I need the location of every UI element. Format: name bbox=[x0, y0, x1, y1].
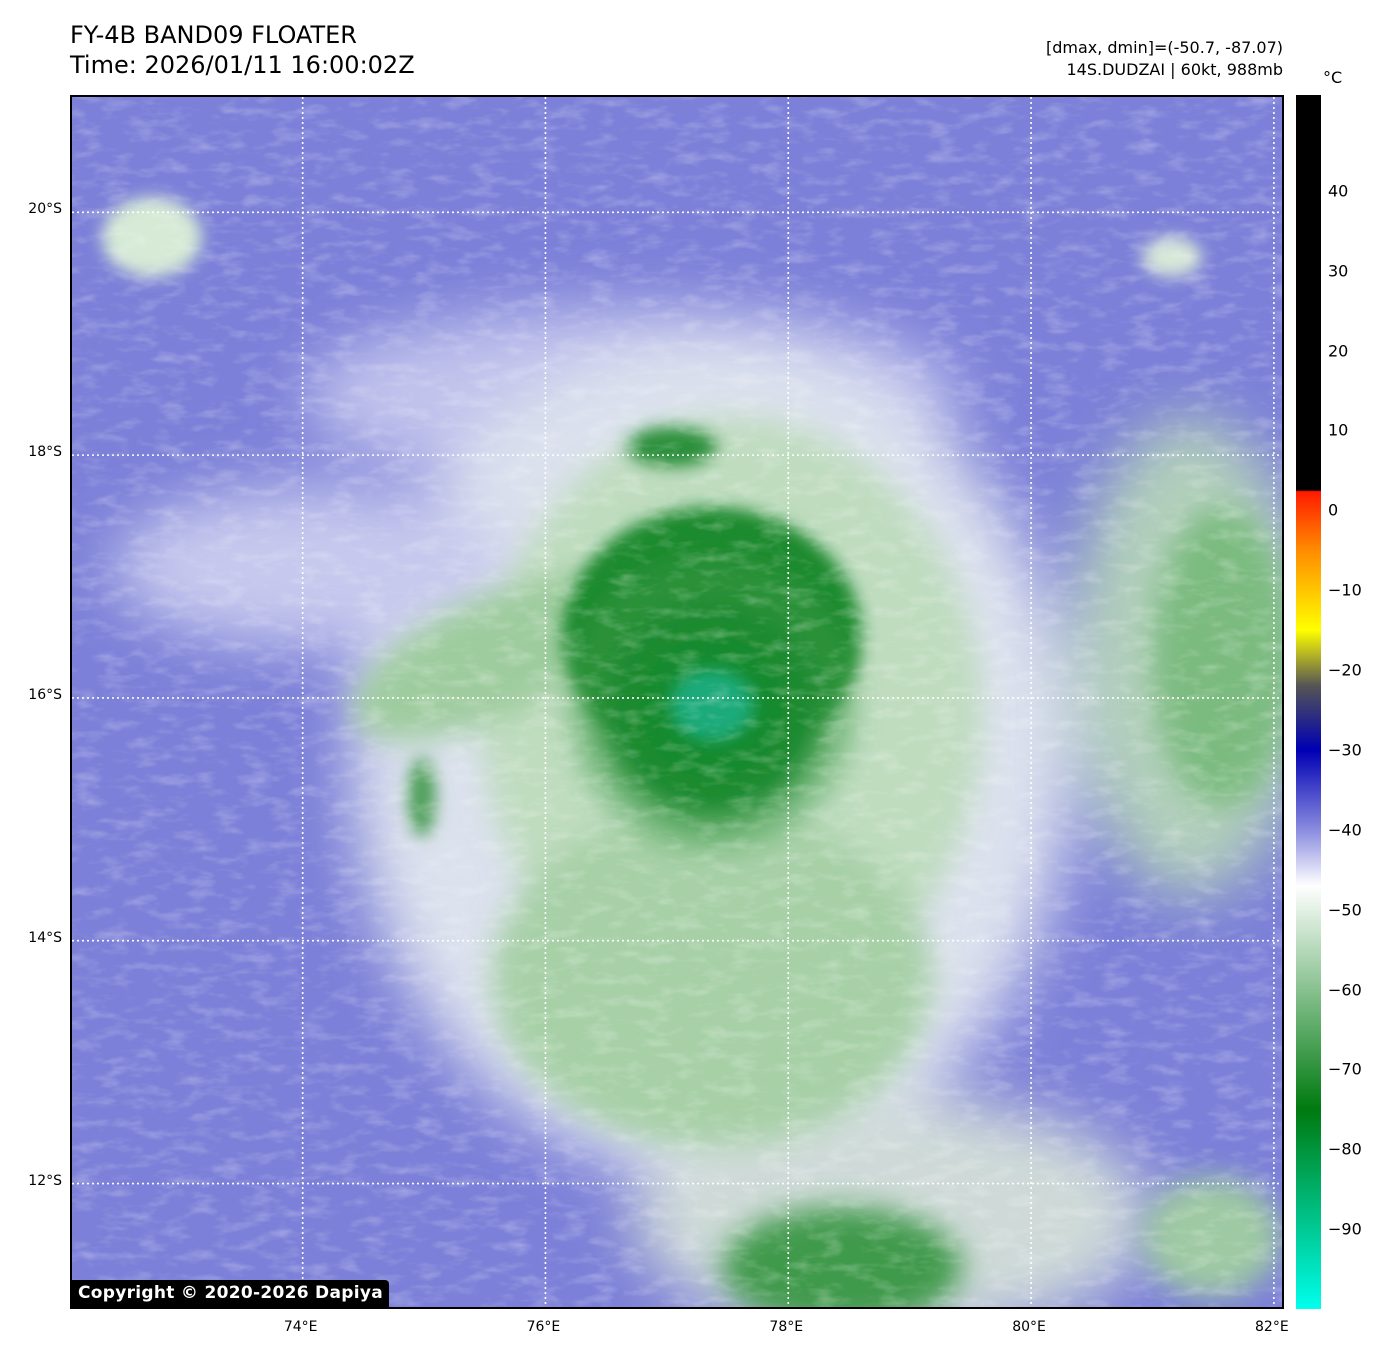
colorbar-tick-label: 30 bbox=[1328, 261, 1349, 281]
latitude-label: 20°S bbox=[28, 201, 62, 218]
longitude-label: 80°E bbox=[1012, 1319, 1046, 1335]
colorbar-tick-label: 40 bbox=[1328, 181, 1349, 201]
chart-time: Time: 2026/01/11 16:00:02Z bbox=[70, 51, 415, 79]
graticule bbox=[72, 97, 1282, 1307]
colorbar-tick-label: −20 bbox=[1328, 660, 1362, 680]
colorbar-tick-label: −70 bbox=[1328, 1059, 1362, 1079]
longitude-label: 74°E bbox=[283, 1319, 318, 1335]
latitude-label: 14°S bbox=[28, 929, 62, 946]
longitude-label: 78°E bbox=[769, 1319, 804, 1335]
satellite-map[interactable]: Copyright © 2020-2026 Dapiya bbox=[70, 95, 1284, 1309]
colorbar-tick-label: −40 bbox=[1328, 820, 1362, 840]
temperature-range-label: [dmax, dmin]=(-50.7, -87.07) bbox=[1045, 38, 1283, 57]
colorbar-tick-label: −60 bbox=[1328, 980, 1362, 1000]
longitude-label: 82°E bbox=[1255, 1319, 1289, 1335]
copyright-label: Copyright © 2020-2026 Dapiya bbox=[72, 1280, 389, 1307]
chart-title: FY-4B BAND09 FLOATER bbox=[70, 21, 357, 49]
colorbar bbox=[1296, 95, 1321, 1309]
latitude-label: 16°S bbox=[28, 686, 62, 703]
colorbar-tick-label: 0 bbox=[1328, 500, 1339, 520]
colorbar-tick-label: −50 bbox=[1328, 900, 1362, 920]
colorbar-unit: °C bbox=[1323, 68, 1343, 87]
colorbar-tick-label: −90 bbox=[1328, 1219, 1362, 1239]
colorbar-tick-label: −30 bbox=[1328, 740, 1362, 760]
storm-info-label: 14S.DUDZAI | 60kt, 988mb bbox=[1066, 60, 1284, 79]
colorbar-tick-label: −10 bbox=[1328, 580, 1362, 600]
colorbar-tick-label: −80 bbox=[1328, 1139, 1362, 1159]
cloud-field bbox=[72, 97, 1282, 1307]
longitude-label: 76°E bbox=[526, 1319, 561, 1335]
satellite-imagery bbox=[72, 97, 1282, 1307]
colorbar-tick-label: 20 bbox=[1328, 341, 1349, 361]
colorbar-tick-label: 10 bbox=[1328, 420, 1349, 440]
latitude-label: 12°S bbox=[28, 1172, 62, 1189]
latitude-label: 18°S bbox=[28, 444, 62, 461]
